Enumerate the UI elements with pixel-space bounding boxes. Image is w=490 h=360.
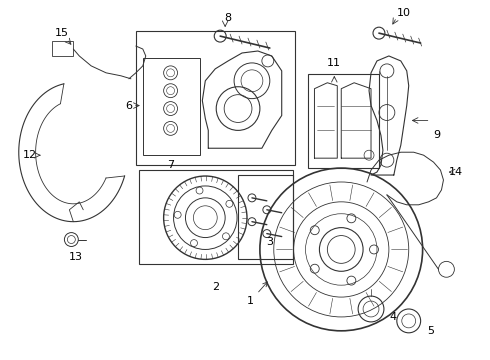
Text: 8: 8 <box>224 13 232 23</box>
Text: 7: 7 <box>167 160 174 170</box>
Bar <box>143 58 200 155</box>
Text: 11: 11 <box>327 58 342 68</box>
Bar <box>136 31 294 165</box>
Text: 10: 10 <box>397 8 411 18</box>
Bar <box>51 41 74 56</box>
Text: 15: 15 <box>54 28 69 38</box>
Text: 2: 2 <box>212 282 219 292</box>
Text: 13: 13 <box>69 252 83 262</box>
Text: 1: 1 <box>247 282 268 306</box>
Bar <box>238 175 293 260</box>
Bar <box>308 74 379 168</box>
Text: 6: 6 <box>125 100 132 111</box>
Bar <box>139 170 293 264</box>
Text: 4: 4 <box>389 312 396 322</box>
Text: 12: 12 <box>23 150 37 160</box>
Text: 3: 3 <box>266 237 273 247</box>
Text: 9: 9 <box>433 130 440 140</box>
Text: 5: 5 <box>427 326 434 336</box>
Text: 14: 14 <box>449 167 464 177</box>
